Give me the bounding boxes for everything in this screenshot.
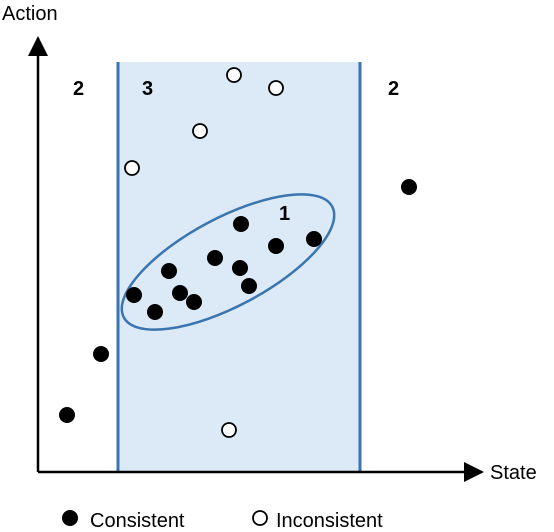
legend-label: Consistent [90,510,185,532]
point [306,231,322,247]
point [241,278,257,294]
point [221,422,237,438]
cluster-ellipse [120,193,336,331]
point [401,179,417,195]
inconsistent-points [124,67,284,438]
point [192,123,208,139]
point [207,250,223,266]
point [59,407,75,423]
x-axis-label: State [490,462,537,484]
region-label: 2 [388,78,399,100]
consistent-points [59,179,417,423]
point [126,287,142,303]
region-label: 2 [73,78,84,100]
region-label: 1 [279,203,290,225]
region-label: 3 [142,78,153,100]
legend-marker [252,510,268,526]
point [147,304,163,320]
point [232,260,248,276]
point [161,263,177,279]
legend-label: Inconsistent [276,510,383,532]
point [233,216,249,232]
point [268,80,284,96]
point [268,238,284,254]
y-axis-label: Action [2,3,58,25]
point [226,67,242,83]
point [93,346,109,362]
point [124,160,140,176]
point [186,294,202,310]
point [172,285,188,301]
legend-marker [62,510,78,526]
